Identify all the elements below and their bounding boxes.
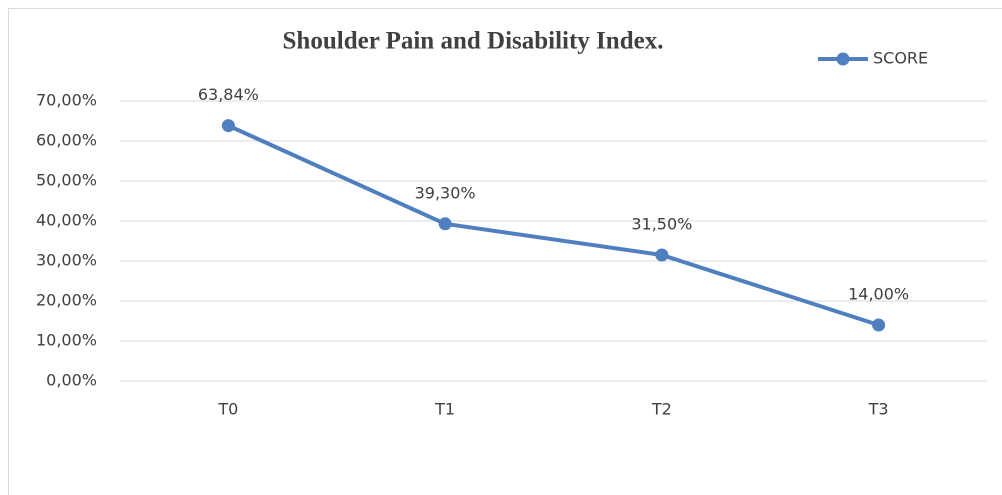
data-point — [872, 318, 886, 332]
x-tick-label: T3 — [868, 400, 889, 419]
data-point — [655, 248, 669, 262]
x-tick-label: T2 — [651, 400, 672, 419]
data-label: 31,50% — [631, 215, 692, 234]
data-label: 39,30% — [415, 183, 476, 202]
data-point — [221, 119, 235, 133]
chart-title: Shoulder Pain and Disability Index. — [283, 28, 664, 55]
y-tick-label: 0,00% — [46, 371, 97, 390]
y-tick-label: 10,00% — [36, 331, 97, 350]
data-label: 63,84% — [198, 85, 259, 104]
y-tick-label: 50,00% — [36, 171, 97, 190]
y-tick-label: 70,00% — [36, 91, 97, 110]
data-point — [438, 217, 452, 231]
y-tick-label: 20,00% — [36, 291, 97, 310]
y-tick-label: 40,00% — [36, 211, 97, 230]
chart-frame — [8, 8, 1002, 495]
legend-label: SCORE — [873, 49, 928, 68]
legend-marker — [836, 52, 850, 66]
data-label: 14,00% — [848, 285, 909, 304]
y-tick-label: 30,00% — [36, 251, 97, 270]
y-tick-label: 60,00% — [36, 131, 97, 150]
x-tick-label: T0 — [217, 400, 238, 419]
series-line — [227, 123, 880, 327]
x-tick-label: T1 — [434, 400, 455, 419]
